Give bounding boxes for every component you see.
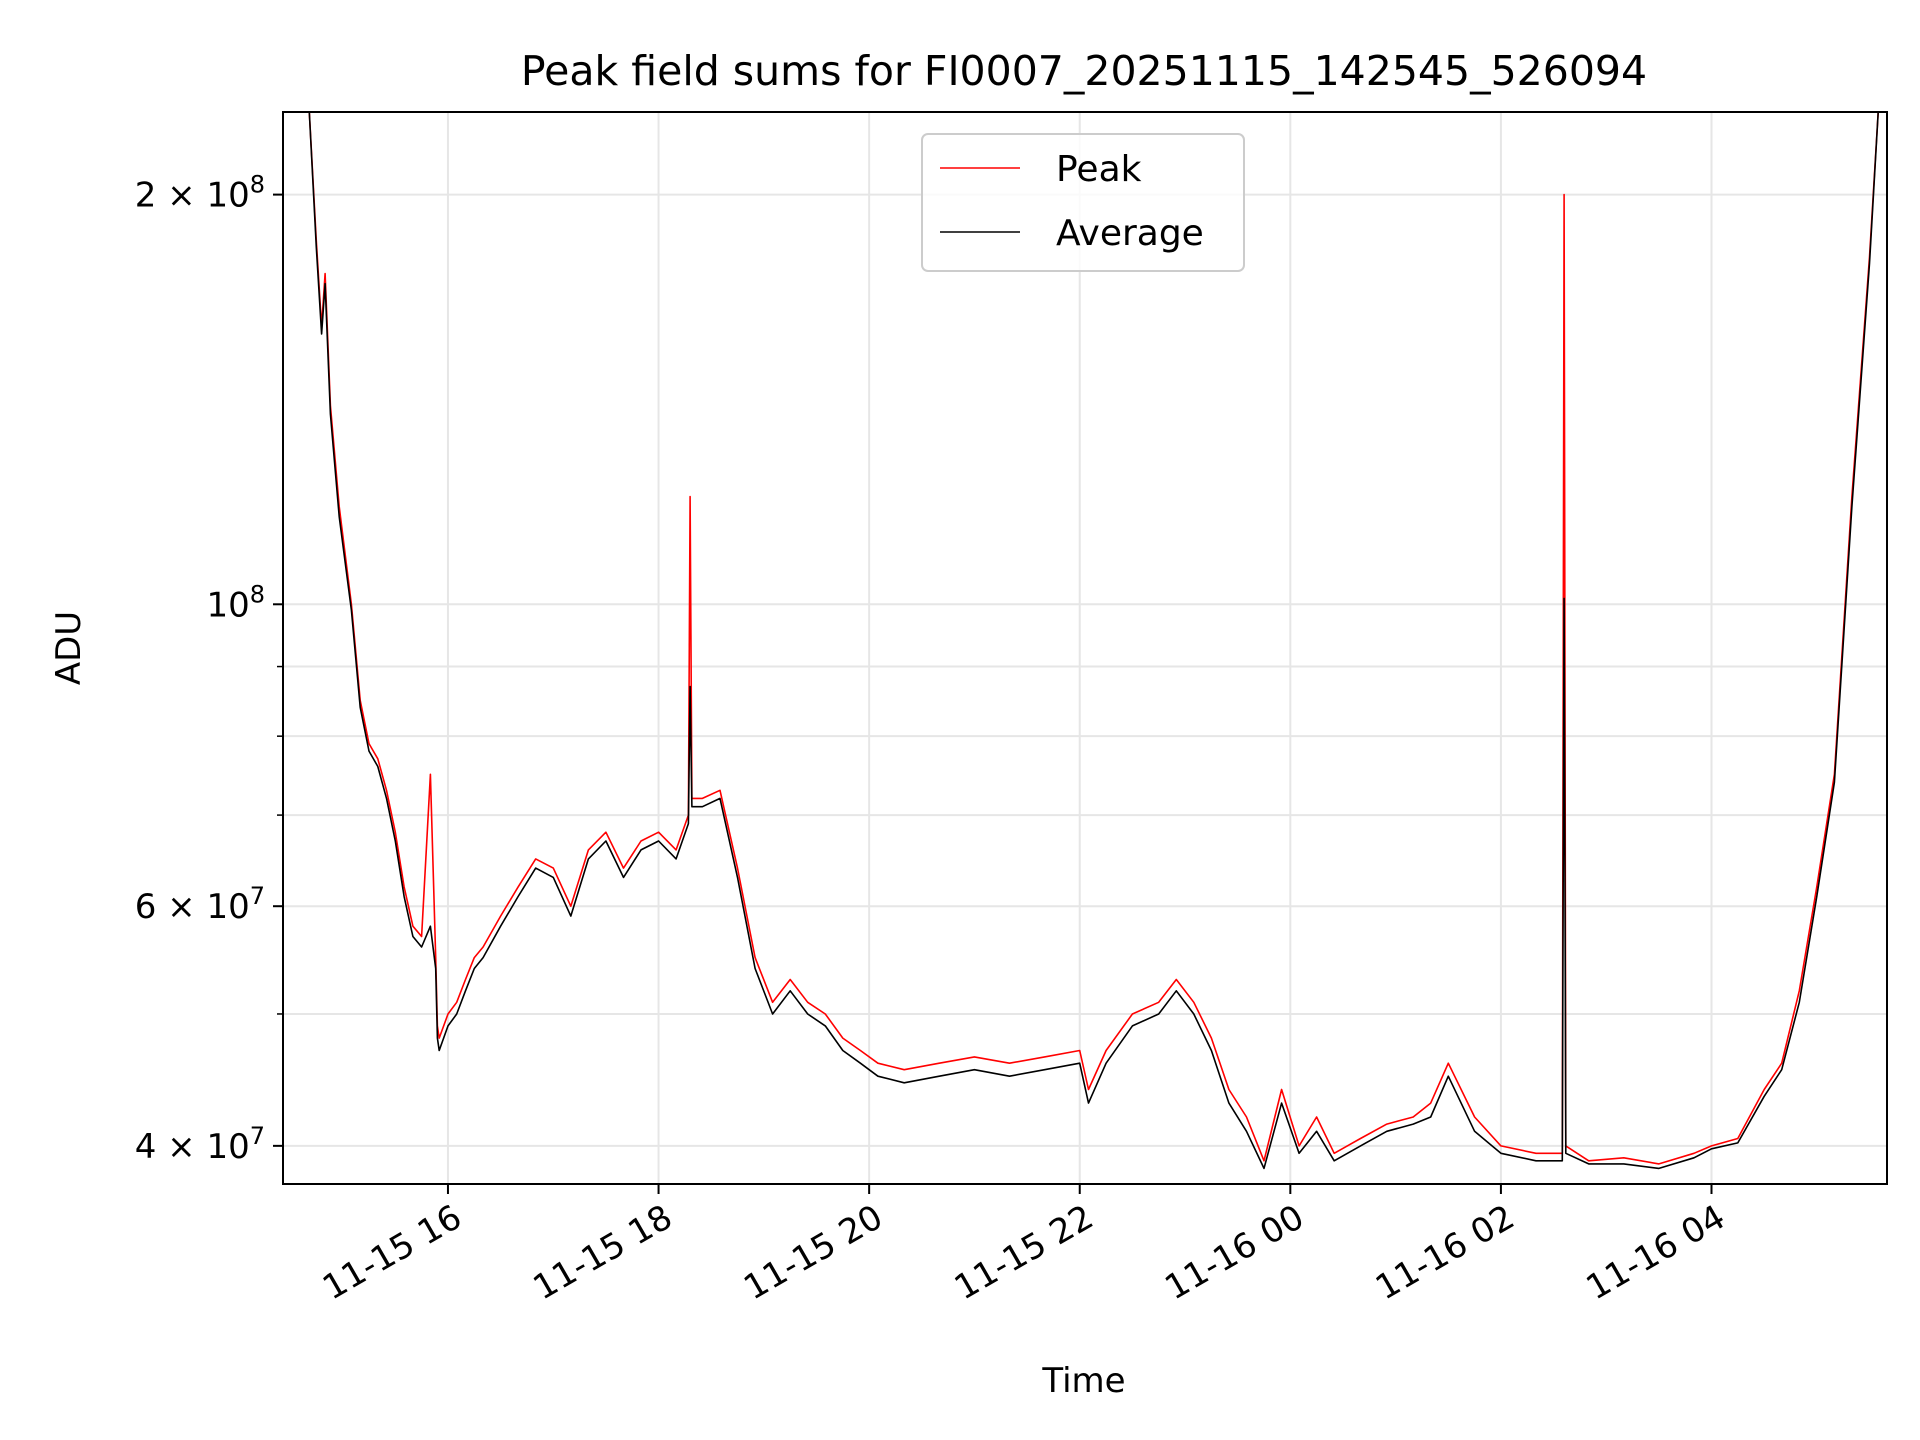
plot-frame <box>282 111 1888 1185</box>
series-line-average <box>308 112 1879 1170</box>
y-tick-label: 4 × 107 <box>135 1122 265 1167</box>
legend-average-label: Average <box>1056 213 1204 254</box>
series-group <box>308 112 1879 1170</box>
y-tick-label: 6 × 107 <box>135 882 265 927</box>
legend: Peak Average <box>921 133 1245 272</box>
legend-peak-label: Peak <box>1056 149 1142 190</box>
chart-title: Peak field sums for FI0007_20251115_1425… <box>521 47 1647 95</box>
x-axis-label: Time <box>1041 1361 1125 1401</box>
y-axis-label: ADU <box>49 611 89 685</box>
y-tick-label: 2 × 108 <box>135 171 265 216</box>
